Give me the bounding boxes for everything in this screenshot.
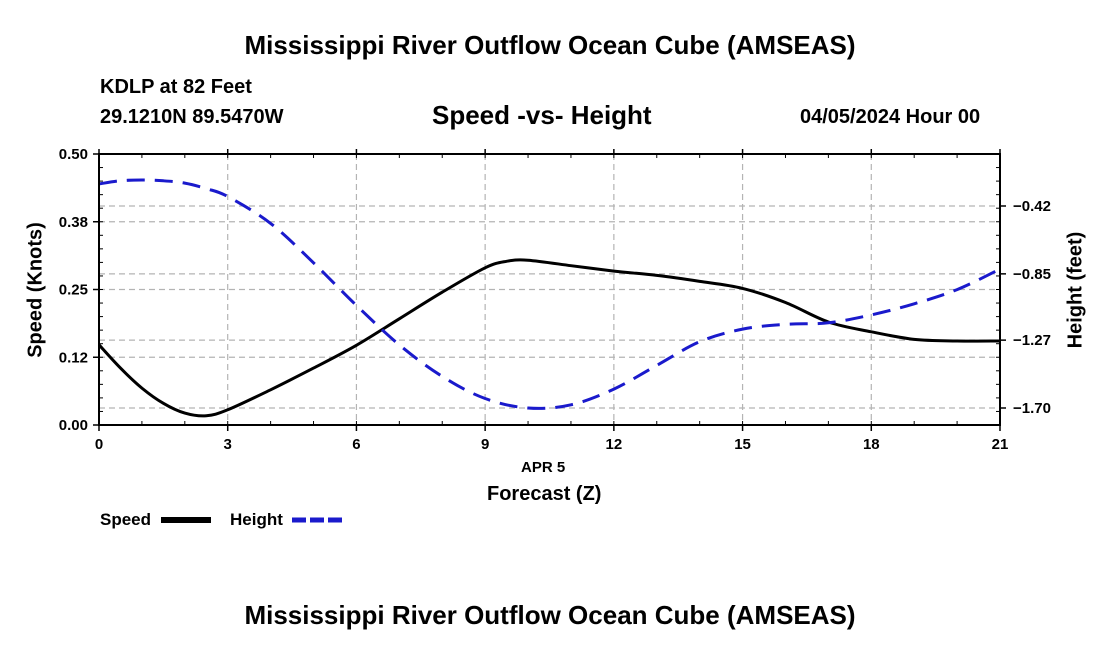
y-right-tick-label: −1.70 [1013,400,1051,417]
y-left-tick-label: 0.50 [59,146,88,163]
main-title: Mississippi River Outflow Ocean Cube (AM… [244,30,856,60]
x-axis-title: Forecast (Z) [487,483,602,505]
legend-height-label: Height [230,510,283,529]
x-tick-label: 15 [734,436,751,453]
y-right-tick-label: −0.85 [1013,266,1051,283]
series-layer [97,178,1001,418]
grid-layer [99,154,1000,425]
legend-speed-label: Speed [100,510,152,529]
y-right-tick-label: −0.42 [1013,198,1051,215]
x-tick-label: 21 [992,436,1009,453]
x-tick-label: 6 [352,436,360,453]
y-axis-left-title: Speed (Knots) [24,222,47,358]
x-tick-label: 0 [95,436,103,453]
series-line-height [98,178,1001,410]
x-axis-date: APR 5 [521,459,566,476]
y-left-tick-label: 0.00 [59,417,88,434]
x-tick-label: 18 [863,436,880,453]
y-right-tick-label: −1.27 [1013,332,1051,349]
y-left-tick-label: 0.25 [59,282,88,299]
datetime-label: 04/05/2024 Hour 00 [800,106,981,128]
labels-layer: 0 3 6 9 12 15 18 21 0.00 0.12 0.25 0.38 0.50 −0.42 −0.… [59,146,1051,453]
footer-title: Mississippi River Outflow Ocean Cube (AM… [244,600,856,630]
ticks-layer [93,149,1006,431]
y-left-tick-label: 0.38 [59,214,88,231]
y-axis-right-title: Height (feet) [1064,231,1087,349]
x-tick-label: 3 [224,436,232,453]
coordinates-label: 29.1210N 89.5470W [100,106,284,128]
x-tick-label: 12 [606,436,623,453]
station-label: KDLP at 82 Feet [100,76,252,98]
y-left-tick-label: 0.12 [59,349,88,366]
x-tick-label: 9 [481,436,489,453]
chart-title: Speed -vs- Height [432,100,652,130]
series-line-speed [97,258,1001,418]
